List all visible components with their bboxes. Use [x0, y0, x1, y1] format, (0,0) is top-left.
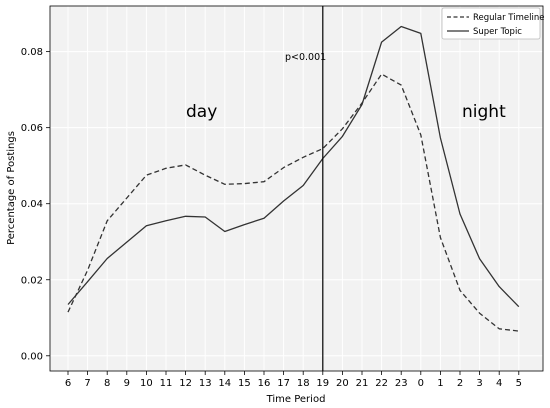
x-tick-label: 10 — [140, 378, 153, 389]
x-tick-label: 0 — [418, 378, 424, 389]
series-line-super-topic — [67, 25, 520, 308]
x-tick-label: 22 — [375, 378, 388, 389]
plot-frame — [49, 5, 544, 372]
grid-lines — [50, 6, 543, 371]
x-tick-label: 5 — [516, 378, 522, 389]
day-label: day — [186, 102, 217, 122]
x-tick-label: 17 — [277, 378, 290, 389]
x-tick-label: 3 — [476, 378, 482, 389]
x-tick-label: 21 — [356, 378, 369, 389]
x-tick-label: 8 — [104, 378, 110, 389]
x-tick-label: 12 — [179, 378, 192, 389]
y-tick-label: 0.00 — [21, 351, 43, 362]
x-axis-ticks: 6 7 8 9 10 11 12 13 14 15 16 17 18 19 20 21 22 23 0 1 2 3 4 5 — [65, 371, 522, 389]
x-tick-label: 4 — [496, 378, 502, 389]
pvalue-annotation: p<0.001 — [285, 52, 326, 63]
x-tick-label: 14 — [218, 378, 231, 389]
y-tick-label: 0.04 — [21, 199, 43, 210]
x-axis-label: Time Period — [266, 394, 326, 405]
x-tick-label: 1 — [437, 378, 443, 389]
x-tick-label: 9 — [124, 378, 130, 389]
legend-label-regular: Regular Timeline — [473, 13, 544, 23]
x-tick-label: 13 — [199, 378, 212, 389]
y-tick-label: 0.08 — [21, 47, 43, 58]
x-tick-label: 6 — [65, 378, 71, 389]
x-tick-label: 20 — [336, 378, 349, 389]
x-tick-label: 18 — [297, 378, 310, 389]
x-tick-label: 19 — [316, 378, 329, 389]
y-axis-label: Percentage of Postings — [6, 131, 17, 245]
legend: Regular Timeline Super Topic — [441, 7, 544, 40]
y-tick-label: 0.06 — [21, 123, 43, 134]
series-layer — [67, 25, 520, 332]
x-tick-label: 23 — [395, 378, 408, 389]
y-axis-ticks: 0.00 0.02 0.04 0.06 0.08 — [21, 47, 50, 362]
legend-label-super: Super Topic — [473, 27, 522, 37]
y-tick-label: 0.02 — [21, 275, 43, 286]
x-tick-label: 15 — [238, 378, 251, 389]
x-tick-label: 7 — [84, 378, 90, 389]
x-tick-label: 2 — [457, 378, 463, 389]
plot-background — [50, 6, 543, 371]
x-tick-label: 16 — [258, 378, 271, 389]
night-label: night — [462, 102, 506, 122]
x-tick-label: 11 — [160, 378, 173, 389]
series-line-regular-timeline — [67, 73, 519, 332]
